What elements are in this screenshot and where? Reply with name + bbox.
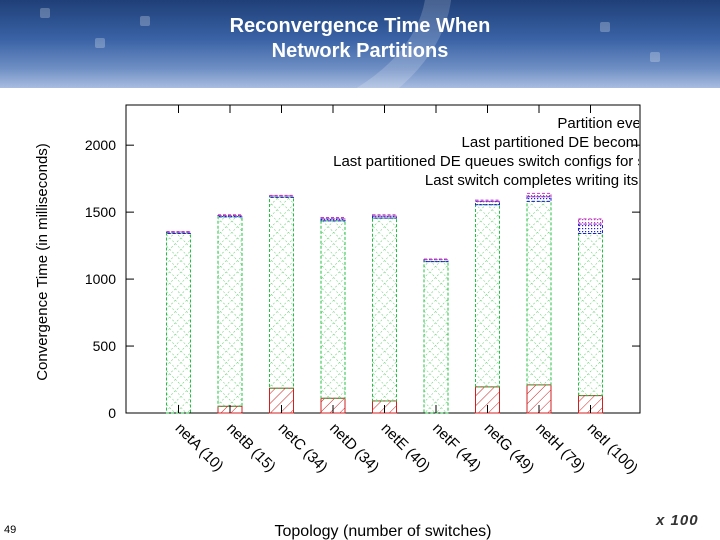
bar-segment: [475, 204, 500, 388]
slide-header: Reconvergence Time When Network Partitio…: [0, 0, 720, 88]
bar-segment: [166, 233, 191, 414]
y-tick-label: 500: [93, 338, 117, 354]
y-tick-label: 2000: [85, 137, 116, 153]
bar-segment: [269, 194, 294, 197]
bar-segment: [372, 214, 397, 217]
page-number: 49: [4, 524, 17, 536]
legend: Partition events end Last partitioned DE …: [333, 115, 690, 189]
bar-segment: [526, 200, 552, 386]
slide-title: Reconvergence Time When Network Partitio…: [150, 14, 570, 64]
bar-segment: [526, 196, 552, 202]
bar-segment: [423, 258, 449, 261]
bar-segment: [578, 233, 603, 397]
x-tick-label: netA (10): [172, 420, 227, 475]
stacked-bar-chart: 0 500 1000 1500 2000 netA (10)netB (15)netC …: [34, 104, 690, 540]
bars-group: [166, 192, 603, 414]
x-tick-label: netC (34): [275, 420, 331, 476]
bar-segment: [166, 231, 191, 233]
bar-segment: [269, 196, 294, 389]
y-tick-label: 1500: [85, 204, 116, 220]
logo-text: x 100: [656, 512, 699, 529]
bar-segment: [578, 218, 603, 225]
x-tick-label: netI (100): [584, 420, 641, 477]
bar-segment: [372, 217, 397, 402]
bar-segment: [423, 261, 449, 414]
y-axis: 0 500 1000 1500 2000: [85, 137, 640, 421]
x-tick-label: netG (49): [481, 420, 538, 477]
x-tick-label: netD (34): [326, 420, 382, 476]
bar-segment: [578, 223, 603, 235]
bar-segment: [217, 216, 243, 407]
y-axis-label: Convergence Time (in milliseconds): [34, 143, 51, 381]
legend-entry: Last switch completes writing its config…: [425, 172, 690, 189]
bar-segment: [475, 200, 500, 206]
x-tick-label: netB (15): [223, 420, 279, 476]
x-axis-label: Topology (number of switches): [275, 523, 492, 540]
bar-segment: [320, 216, 346, 220]
bar-segment: [217, 214, 243, 216]
company-logo: x 100: [656, 512, 699, 530]
x-tick-label: netH (79): [532, 420, 588, 476]
slide-title-line-1: Reconvergence Time When: [229, 15, 491, 37]
header-decoration-dot: [600, 22, 610, 32]
bar-segment: [320, 220, 346, 399]
y-tick-label: 0: [108, 405, 116, 421]
legend-entry: Last partitioned DE queues switch config…: [333, 153, 690, 170]
header-decoration-dot: [140, 16, 150, 26]
header-decoration-dot: [40, 8, 50, 18]
bar-segment: [526, 192, 552, 198]
bar-segment: [475, 199, 500, 202]
header-decoration-dot: [95, 38, 105, 48]
legend-entry: Last partitioned DE becomes boss: [462, 134, 690, 151]
header-decoration-dot: [650, 52, 660, 62]
x-tick-label: netE (40): [378, 420, 434, 476]
x-tick-label: netF (44): [429, 420, 484, 475]
legend-entries: Partition events end Last partitioned DE …: [333, 115, 690, 189]
y-tick-label: 1000: [85, 271, 116, 287]
legend-entry: Partition events end: [557, 115, 690, 132]
slide-title-line-2: Network Partitions: [271, 40, 449, 62]
